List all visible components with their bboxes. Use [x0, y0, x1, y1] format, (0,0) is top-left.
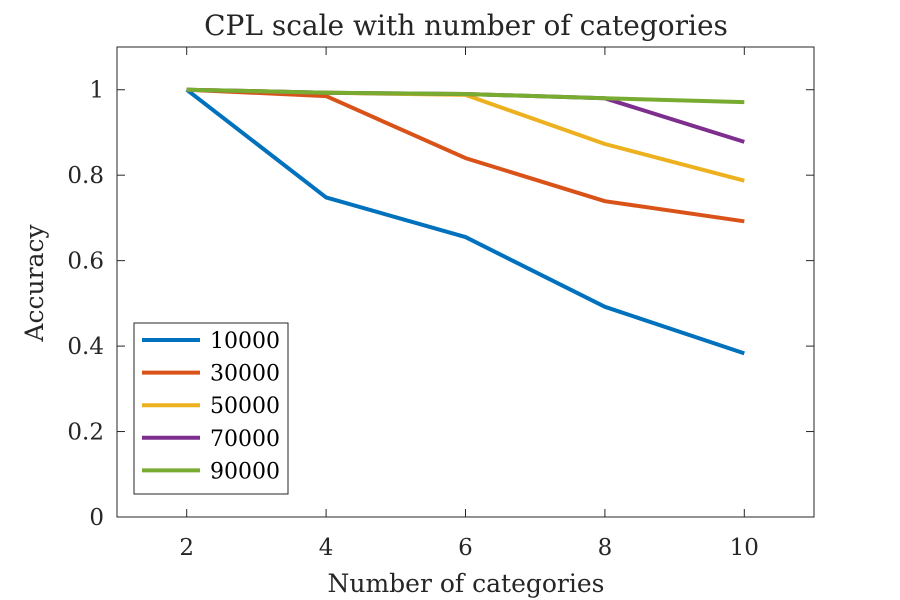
x-tick-label: 4	[319, 535, 334, 561]
y-tick-label: 0.4	[67, 334, 104, 360]
x-tick-label: 2	[179, 535, 194, 561]
legend-box	[133, 322, 289, 495]
series-line-90000	[186, 87, 745, 105]
legend-label-30000: 30000	[210, 362, 280, 387]
series-line-70000	[186, 87, 745, 144]
x-axis-label: Number of categories	[327, 569, 604, 598]
plot-area	[185, 87, 745, 356]
series-line-10000	[185, 88, 745, 356]
x-tick-label: 8	[598, 535, 613, 561]
legend-label-90000: 90000	[210, 459, 280, 484]
legend-label-10000: 10000	[210, 329, 280, 354]
x-tick-label: 6	[458, 535, 473, 561]
legend-label-70000: 70000	[210, 427, 280, 452]
chart-title: CPL scale with number of categories	[204, 9, 728, 42]
y-tick-label: 0	[89, 505, 104, 531]
legend-label-50000: 50000	[210, 394, 280, 419]
y-tick-label: 0.2	[67, 420, 104, 446]
y-tick-label: 0.6	[67, 249, 104, 275]
series-line-50000	[186, 87, 745, 183]
y-tick-label: 0.8	[67, 163, 104, 189]
series-line-30000	[186, 87, 745, 224]
axes: 2 4 6 8 10 0 0.2 0.4 0.6 0.8 1	[67, 46, 815, 561]
x-tick-label: 10	[730, 535, 759, 561]
y-tick-label: 1	[89, 78, 104, 104]
legend: 10000 30000 50000 70000 90000	[133, 322, 289, 495]
y-axis-label: Accuracy	[20, 224, 49, 343]
